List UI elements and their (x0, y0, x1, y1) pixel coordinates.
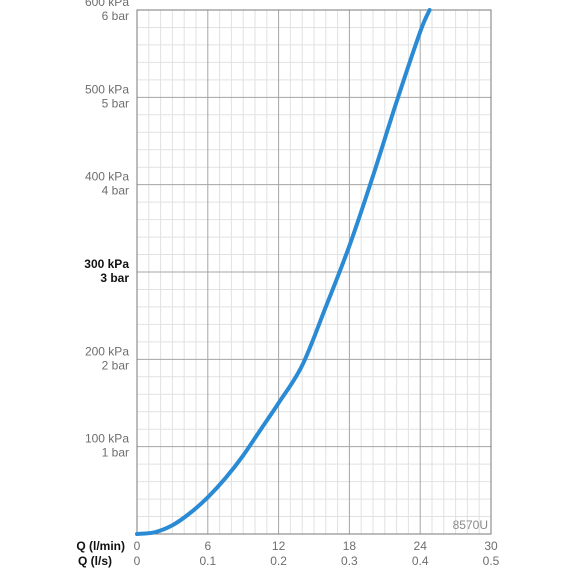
x-axis-label-lmin: Q (l/min) (76, 539, 125, 553)
x-axis-ticks: 00 60.1 120.2 180.3 240.4 300.5 (134, 539, 500, 568)
y-tick-label-kpa: 300 kPa (84, 257, 129, 271)
x-tick-label-lmin: 6 (204, 539, 211, 553)
y-tick-label-bar: 1 bar (102, 446, 129, 460)
y-tick-label-kpa: 400 kPa (85, 170, 129, 184)
x-tick-label-ls: 0.2 (270, 554, 287, 568)
y-tick-label-kpa: 500 kPa (85, 82, 129, 96)
x-tick-label-ls: 0.3 (341, 554, 358, 568)
x-tick-label-ls: 0.4 (412, 554, 429, 568)
x-axis-label-ls: Q (l/s) (78, 554, 112, 568)
x-tick-label-lmin: 24 (414, 539, 428, 553)
x-tick-label-ls: 0.5 (483, 554, 500, 568)
x-tick-label-lmin: 12 (272, 539, 286, 553)
x-tick-label-ls: 0.1 (199, 554, 216, 568)
major-grid (137, 10, 491, 534)
y-tick-label-bar: 4 bar (102, 184, 129, 198)
y-tick-label-kpa: 100 kPa (85, 432, 129, 446)
y-tick-label-bar: 6 bar (102, 9, 129, 23)
y-tick-label-kpa: 200 kPa (85, 344, 129, 358)
y-tick-label-bar: 2 bar (102, 358, 129, 372)
model-label: 8570U (453, 518, 488, 532)
plot-frame (136, 9, 492, 535)
x-tick-label-lmin: 30 (484, 539, 498, 553)
y-tick-label-kpa: 600 kPa (85, 0, 129, 9)
y-tick-label-bar: 3 bar (100, 271, 129, 285)
x-tick-label-ls: 0 (134, 554, 141, 568)
series-line (135, 8, 432, 536)
x-tick-label-lmin: 18 (343, 539, 357, 553)
x-tick-label-lmin: 0 (134, 539, 141, 553)
y-tick-label-bar: 5 bar (102, 96, 129, 110)
